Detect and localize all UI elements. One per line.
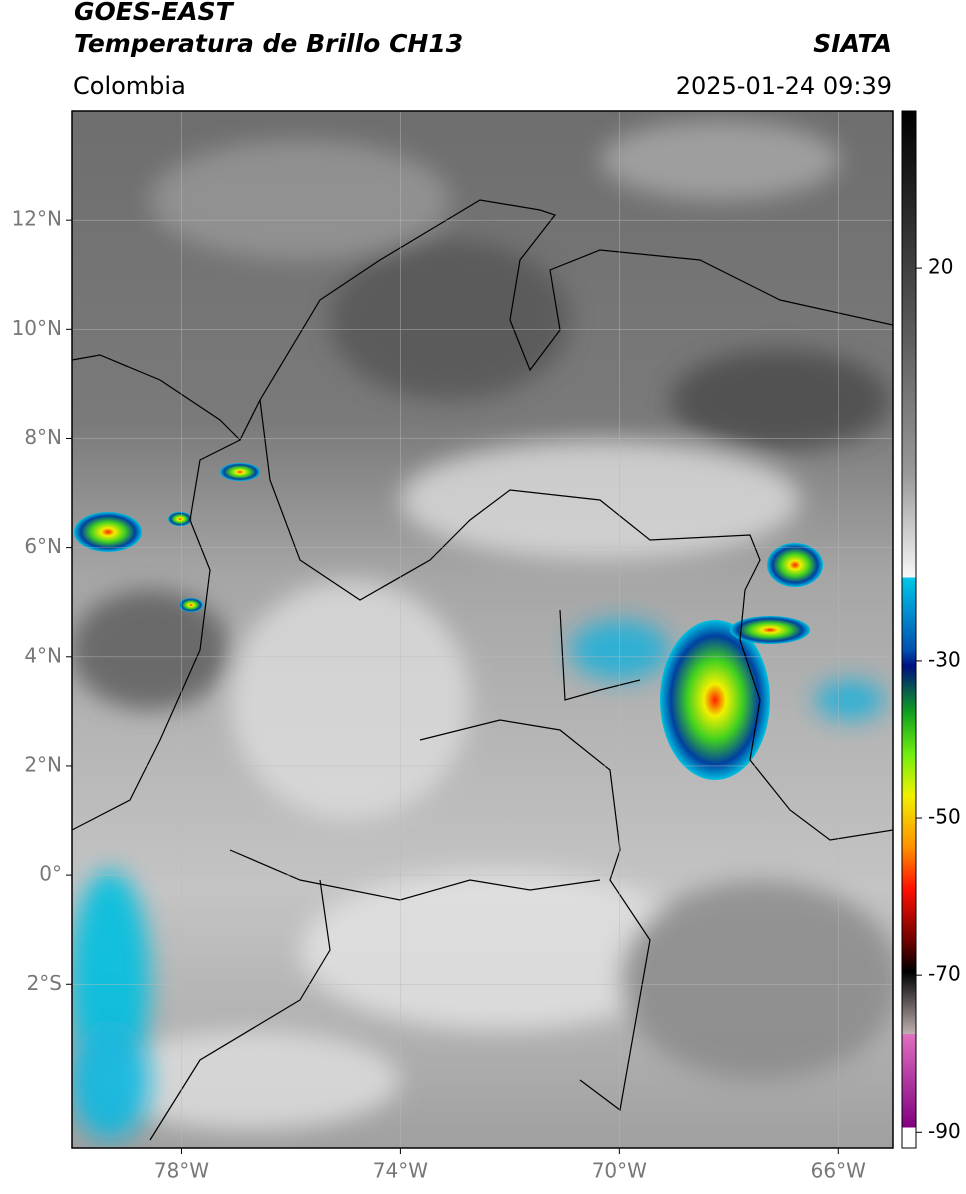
y-tick-label: 4°N	[24, 643, 62, 667]
colorbar	[901, 110, 917, 1149]
x-tick-label: 70°W	[592, 1159, 647, 1183]
y-tick-label: 6°N	[24, 534, 62, 558]
colorbar-tick-label: -50	[928, 805, 961, 829]
y-tick-label: 8°N	[24, 425, 62, 449]
title: GOES-EAST	[74, 0, 235, 26]
y-tick-label: 2°S	[27, 971, 62, 995]
y-tick-label: 12°N	[12, 207, 62, 231]
map-frame	[71, 110, 894, 1149]
subtitle: Temperatura de Brillo CH13	[74, 29, 463, 58]
x-tick-label: 78°W	[154, 1159, 209, 1183]
satellite-image	[72, 111, 893, 1148]
x-tick-label: 66°W	[811, 1159, 866, 1183]
x-tick-label: 74°W	[373, 1159, 428, 1183]
y-tick-label: 2°N	[24, 752, 62, 776]
colorbar-tick-label: -30	[928, 647, 961, 671]
colorbar-tick-label: -90	[928, 1119, 961, 1143]
region: Colombia	[73, 72, 186, 100]
y-tick-label: 10°N	[12, 316, 62, 340]
source: SIATA	[813, 29, 892, 58]
colorbar-tick-label: -70	[928, 962, 961, 986]
datetime: 2025-01-24 09:39	[676, 72, 892, 100]
y-tick-label: 0°	[39, 862, 62, 886]
colorbar-tick-label: 20	[928, 255, 953, 279]
